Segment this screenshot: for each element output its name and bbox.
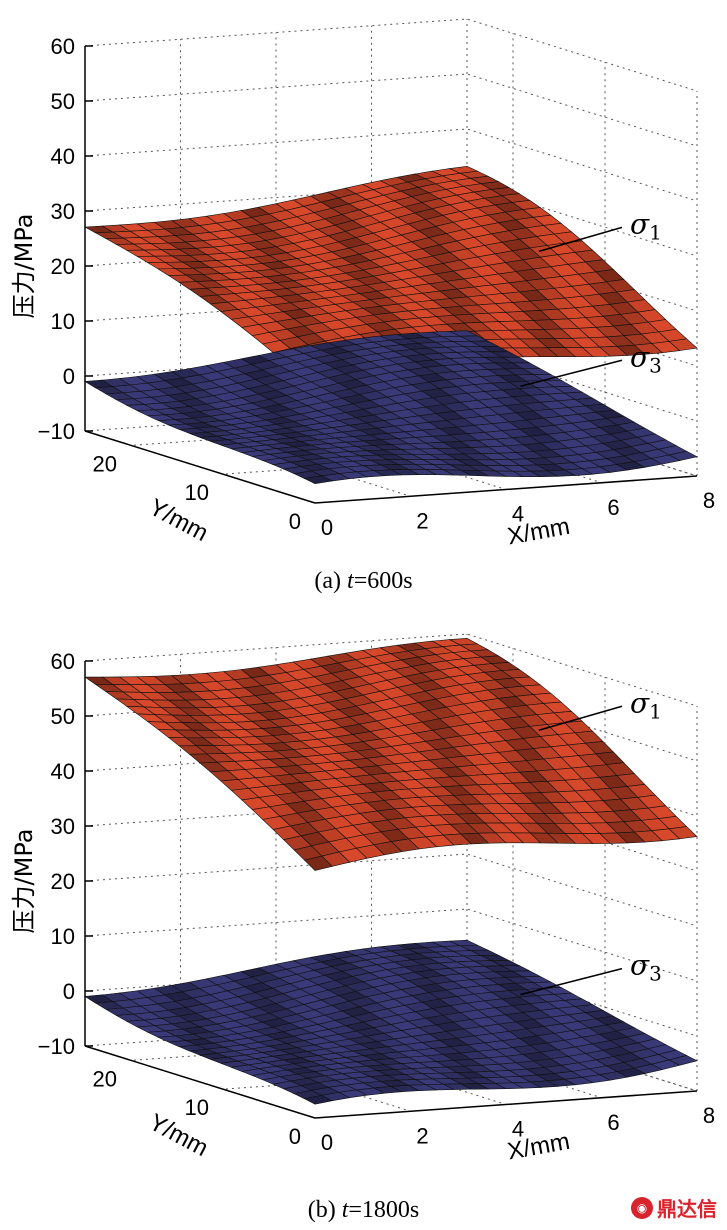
series-label-subscript: 3 <box>649 962 662 986</box>
grid-line <box>130 1032 514 1061</box>
z-tick-label: 10 <box>51 924 75 949</box>
surface-sigma3 <box>84 330 698 484</box>
grid-line <box>84 183 698 257</box>
y-tick-label: 10 <box>185 1095 209 1120</box>
z-tick-label: 50 <box>51 89 75 114</box>
caption-a-prefix: (a) <box>314 568 348 594</box>
surface-cell <box>668 826 698 840</box>
grid-line <box>84 633 698 707</box>
chart-panel-b: σ1 σ3 60 50 40 30 20 10 0 −10 20 10 0 0 2 4 6 8 压力/MPa Y/mm… <box>0 615 727 1230</box>
series-label: σ1 <box>630 686 662 723</box>
grid-line <box>84 293 698 367</box>
series-label-subscript: 3 <box>649 353 662 377</box>
x-tick-label: 8 <box>703 1103 715 1128</box>
series-label: σ1 <box>630 207 662 244</box>
caption-b-suffix: =1800s <box>348 1197 420 1223</box>
series-leader-line <box>520 967 623 996</box>
y-tick-label: 0 <box>289 509 301 534</box>
z-tick-label: −10 <box>38 419 75 444</box>
caption-b-var: t <box>341 1197 349 1223</box>
y-tick-label: 20 <box>93 451 117 476</box>
watermark-logo: ◉ 鼎达信 <box>631 1193 717 1222</box>
grid-line <box>84 853 698 927</box>
series-leader-line <box>538 226 623 253</box>
x-tick-label: 4 <box>512 502 524 527</box>
z-tick-label: 50 <box>51 704 75 729</box>
series-leader-line <box>520 359 623 387</box>
caption-b-prefix: (b) <box>307 1197 342 1223</box>
y-axis-line <box>84 1045 316 1119</box>
caption-a: (a) t=600s <box>0 568 727 595</box>
z-tick-label: −10 <box>38 1034 75 1059</box>
series-label-subscript: 1 <box>649 220 662 244</box>
x-tick-label: 2 <box>416 1123 428 1148</box>
z-tick-label: 30 <box>51 814 75 839</box>
y-tick-label: 0 <box>289 1124 301 1149</box>
x-tick-label: 2 <box>416 508 428 533</box>
x-tick-label: 6 <box>607 495 619 520</box>
grid-line <box>84 73 698 147</box>
x-tick-label: 6 <box>607 1110 619 1135</box>
x-axis-line <box>314 1090 698 1119</box>
z-tick-label: 30 <box>51 199 75 224</box>
y-tick-label: 10 <box>185 480 209 505</box>
z-tick-label: 0 <box>63 364 75 389</box>
grid-line <box>84 798 698 872</box>
grid-line <box>84 908 698 982</box>
x-tick-label: 0 <box>321 515 333 540</box>
x-tick-label: 4 <box>512 1117 524 1142</box>
z-tick-label: 0 <box>63 979 75 1004</box>
watermark-text: 鼎达信 <box>657 1197 717 1221</box>
surface-cell <box>668 1055 698 1066</box>
y-tick-label: 20 <box>93 1066 117 1091</box>
surface-cell <box>668 338 698 351</box>
z-tick-label: 20 <box>51 869 75 894</box>
logo-icon: ◉ <box>631 1196 653 1219</box>
y-axis-line <box>84 430 316 504</box>
caption-b: (b) t=1800s <box>0 1197 727 1224</box>
surface-sigma1 <box>84 638 698 871</box>
series-label-subscript: 1 <box>649 699 662 723</box>
surface-cell <box>668 450 698 461</box>
x-tick-label: 0 <box>321 1130 333 1155</box>
grid-line <box>84 18 698 92</box>
z-tick-label: 40 <box>51 759 75 784</box>
z-tick-label: 40 <box>51 144 75 169</box>
z-tick-label: 60 <box>51 649 75 674</box>
z-axis-label: 压力/MPa <box>10 829 38 934</box>
grid-line <box>84 128 698 202</box>
chart-panel-a: σ1 σ3 60 50 40 30 20 10 0 −10 20 10 0 0 2 4 6 8 压力/MPa Y/mm… <box>0 18 727 595</box>
series-label: σ3 <box>630 949 662 986</box>
surface-sigma3 <box>84 939 698 1105</box>
series-leader-line <box>538 705 623 731</box>
x-axis-line <box>314 475 698 504</box>
x-tick-label: 8 <box>703 488 715 513</box>
z-tick-label: 20 <box>51 254 75 279</box>
caption-a-suffix: =600s <box>353 568 413 594</box>
z-tick-label: 10 <box>51 309 75 334</box>
z-axis-label: 压力/MPa <box>10 214 38 319</box>
grid-line <box>130 417 514 446</box>
caption-a-var: t <box>347 568 354 594</box>
z-tick-label: 60 <box>51 34 75 59</box>
